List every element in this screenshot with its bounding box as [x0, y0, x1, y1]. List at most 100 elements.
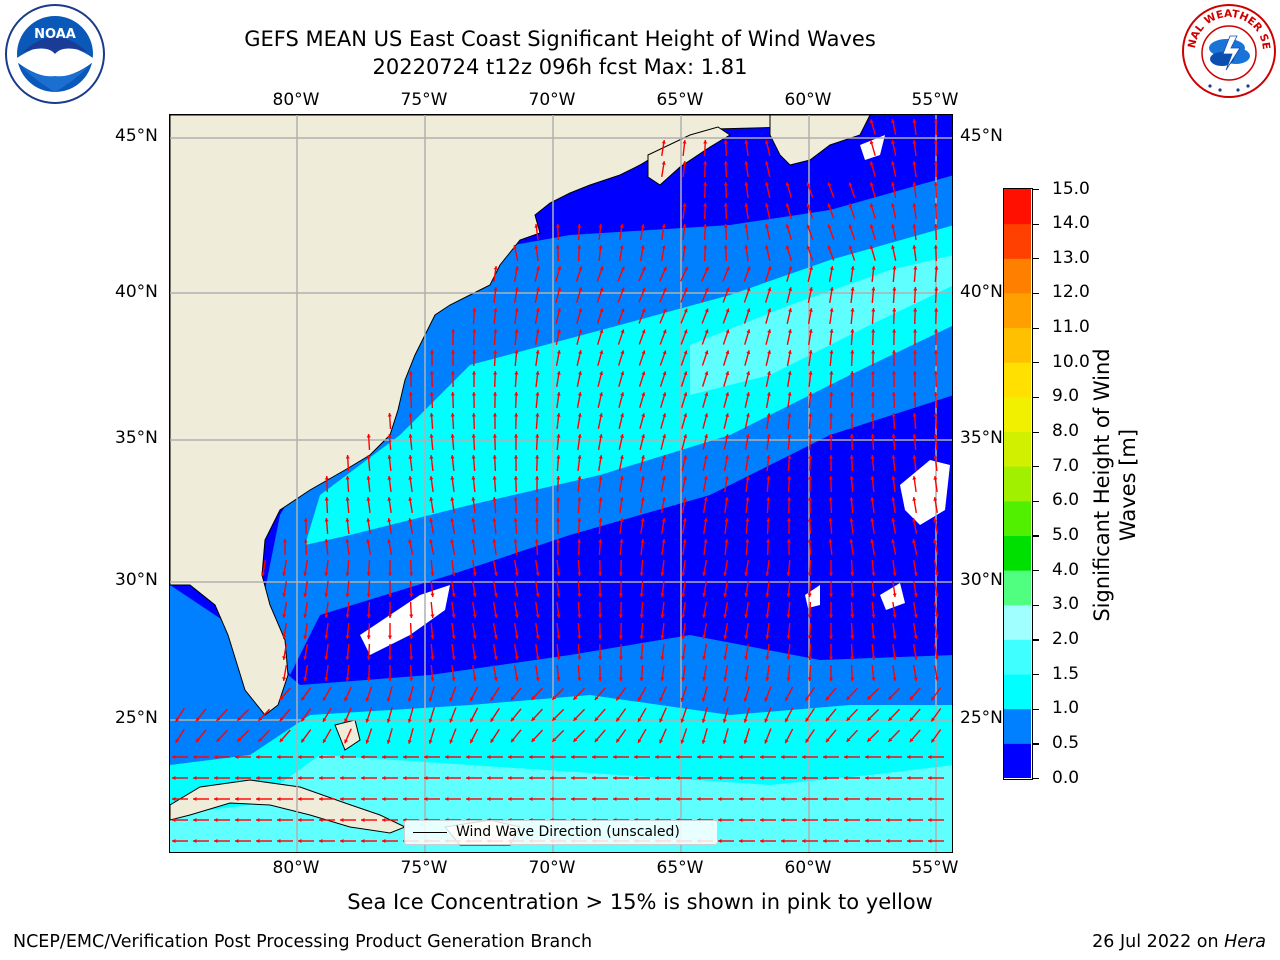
wave-direction-arrow — [765, 643, 770, 661]
wave-direction-arrow — [891, 454, 896, 472]
colorbar-swatch — [1004, 674, 1031, 710]
wave-direction-arrow — [781, 754, 797, 760]
wave-direction-arrow — [743, 686, 751, 702]
wave-direction-arrow — [913, 664, 918, 682]
wave-direction-arrow — [300, 708, 312, 722]
wave-direction-arrow — [340, 817, 356, 823]
wave-direction-arrow — [618, 643, 623, 661]
wave-direction-arrow — [682, 139, 687, 157]
wave-direction-arrow — [256, 775, 272, 781]
wave-direction-arrow — [637, 686, 647, 702]
wave-direction-arrow — [428, 686, 436, 702]
wave-direction-arrow — [576, 329, 583, 345]
wave-direction-arrow — [912, 518, 918, 534]
colorbar-swatch — [1004, 258, 1031, 294]
wave-direction-arrow — [598, 643, 603, 661]
wave-direction-arrow — [408, 475, 413, 493]
wave-direction-arrow — [577, 580, 582, 598]
wave-direction-arrow — [513, 622, 519, 640]
wave-direction-arrow — [703, 139, 708, 157]
wave-direction-arrow — [555, 538, 561, 556]
wave-direction-arrow — [744, 160, 749, 178]
wave-direction-arrow — [659, 728, 667, 744]
wave-direction-arrow — [912, 475, 917, 493]
wave-direction-arrow — [366, 496, 371, 514]
wave-direction-arrow — [592, 796, 608, 802]
wave-direction-arrow — [513, 475, 518, 493]
wave-direction-arrow — [619, 223, 624, 241]
wave-direction-arrow — [324, 538, 329, 556]
legend-label: Wind Wave Direction (unscaled) — [456, 824, 680, 840]
wave-direction-arrow — [697, 754, 713, 760]
wave-direction-arrow — [802, 754, 818, 760]
wave-direction-arrow — [451, 559, 456, 577]
colorbar-swatch — [1004, 223, 1031, 259]
wave-direction-arrow — [933, 601, 939, 619]
wave-direction-arrow — [891, 475, 896, 493]
wave-direction-arrow — [555, 370, 561, 388]
wave-direction-arrow — [933, 139, 938, 157]
wave-direction-arrow — [891, 370, 896, 388]
wave-direction-arrow — [556, 643, 561, 661]
wave-direction-arrow — [235, 754, 251, 760]
wave-direction-arrow — [846, 708, 858, 722]
wave-direction-arrow — [723, 392, 730, 408]
wave-direction-arrow — [556, 412, 561, 430]
wave-direction-arrow — [618, 455, 624, 471]
wave-direction-arrow — [681, 580, 686, 598]
wave-direction-arrow — [361, 796, 377, 802]
wave-direction-arrow — [912, 391, 917, 409]
wave-direction-arrow — [637, 707, 647, 723]
wave-direction-arrow — [661, 244, 666, 262]
wave-direction-arrow — [807, 601, 812, 619]
wave-direction-arrow — [786, 622, 791, 640]
land-newfoundland — [769, 115, 871, 166]
wave-direction-arrow — [514, 328, 519, 346]
wave-direction-arrow — [828, 622, 834, 640]
wave-direction-arrow — [701, 728, 708, 744]
wave-direction-arrow — [887, 729, 901, 743]
wave-direction-arrow — [849, 454, 854, 472]
wave-direction-arrow — [786, 664, 791, 682]
colorbar-tick-label: 13.0 — [1052, 247, 1090, 268]
wave-direction-arrow — [848, 203, 856, 219]
wave-direction-arrow — [487, 796, 503, 802]
wave-direction-arrow — [555, 266, 562, 282]
wave-direction-arrow — [722, 329, 730, 345]
wave-direction-arrow — [869, 182, 876, 198]
wave-direction-arrow — [408, 539, 414, 555]
wave-direction-arrow — [764, 728, 772, 744]
lat-label-left: 45°N — [115, 126, 158, 146]
lat-label-left: 40°N — [115, 282, 158, 302]
colorbar-label: Significant Height of Wind Waves [m] — [1089, 325, 1141, 645]
wave-direction-arrow — [618, 601, 623, 619]
wave-direction-arrow — [298, 817, 314, 823]
wave-direction-arrow — [319, 775, 335, 781]
wave-direction-arrow — [806, 203, 814, 219]
wave-direction-arrow — [472, 580, 477, 598]
wave-direction-arrow — [387, 622, 393, 640]
map-canvas — [170, 115, 952, 852]
wave-direction-arrow — [531, 729, 543, 743]
wave-direction-arrow — [724, 496, 729, 514]
wave-direction-arrow — [766, 454, 771, 472]
wave-direction-arrow — [576, 350, 583, 366]
wave-direction-arrow — [907, 775, 923, 781]
wave-direction-arrow — [743, 287, 751, 303]
wave-direction-arrow — [492, 559, 498, 577]
wave-direction-arrow — [597, 392, 604, 408]
wave-direction-arrow — [193, 817, 209, 823]
wave-direction-arrow — [555, 287, 562, 303]
wave-direction-arrow — [871, 559, 876, 577]
wave-direction-arrow — [492, 538, 497, 556]
wave-direction-arrow — [681, 664, 686, 682]
wave-direction-arrow — [701, 266, 709, 282]
wave-direction-arrow — [556, 496, 561, 514]
wave-direction-arrow — [424, 775, 440, 781]
wave-direction-arrow — [802, 796, 818, 802]
wave-direction-arrow — [723, 455, 729, 471]
wave-direction-arrow — [828, 664, 834, 682]
wave-direction-arrow — [409, 580, 414, 598]
wave-direction-arrow — [933, 580, 939, 598]
wave-direction-arrow — [386, 728, 393, 744]
